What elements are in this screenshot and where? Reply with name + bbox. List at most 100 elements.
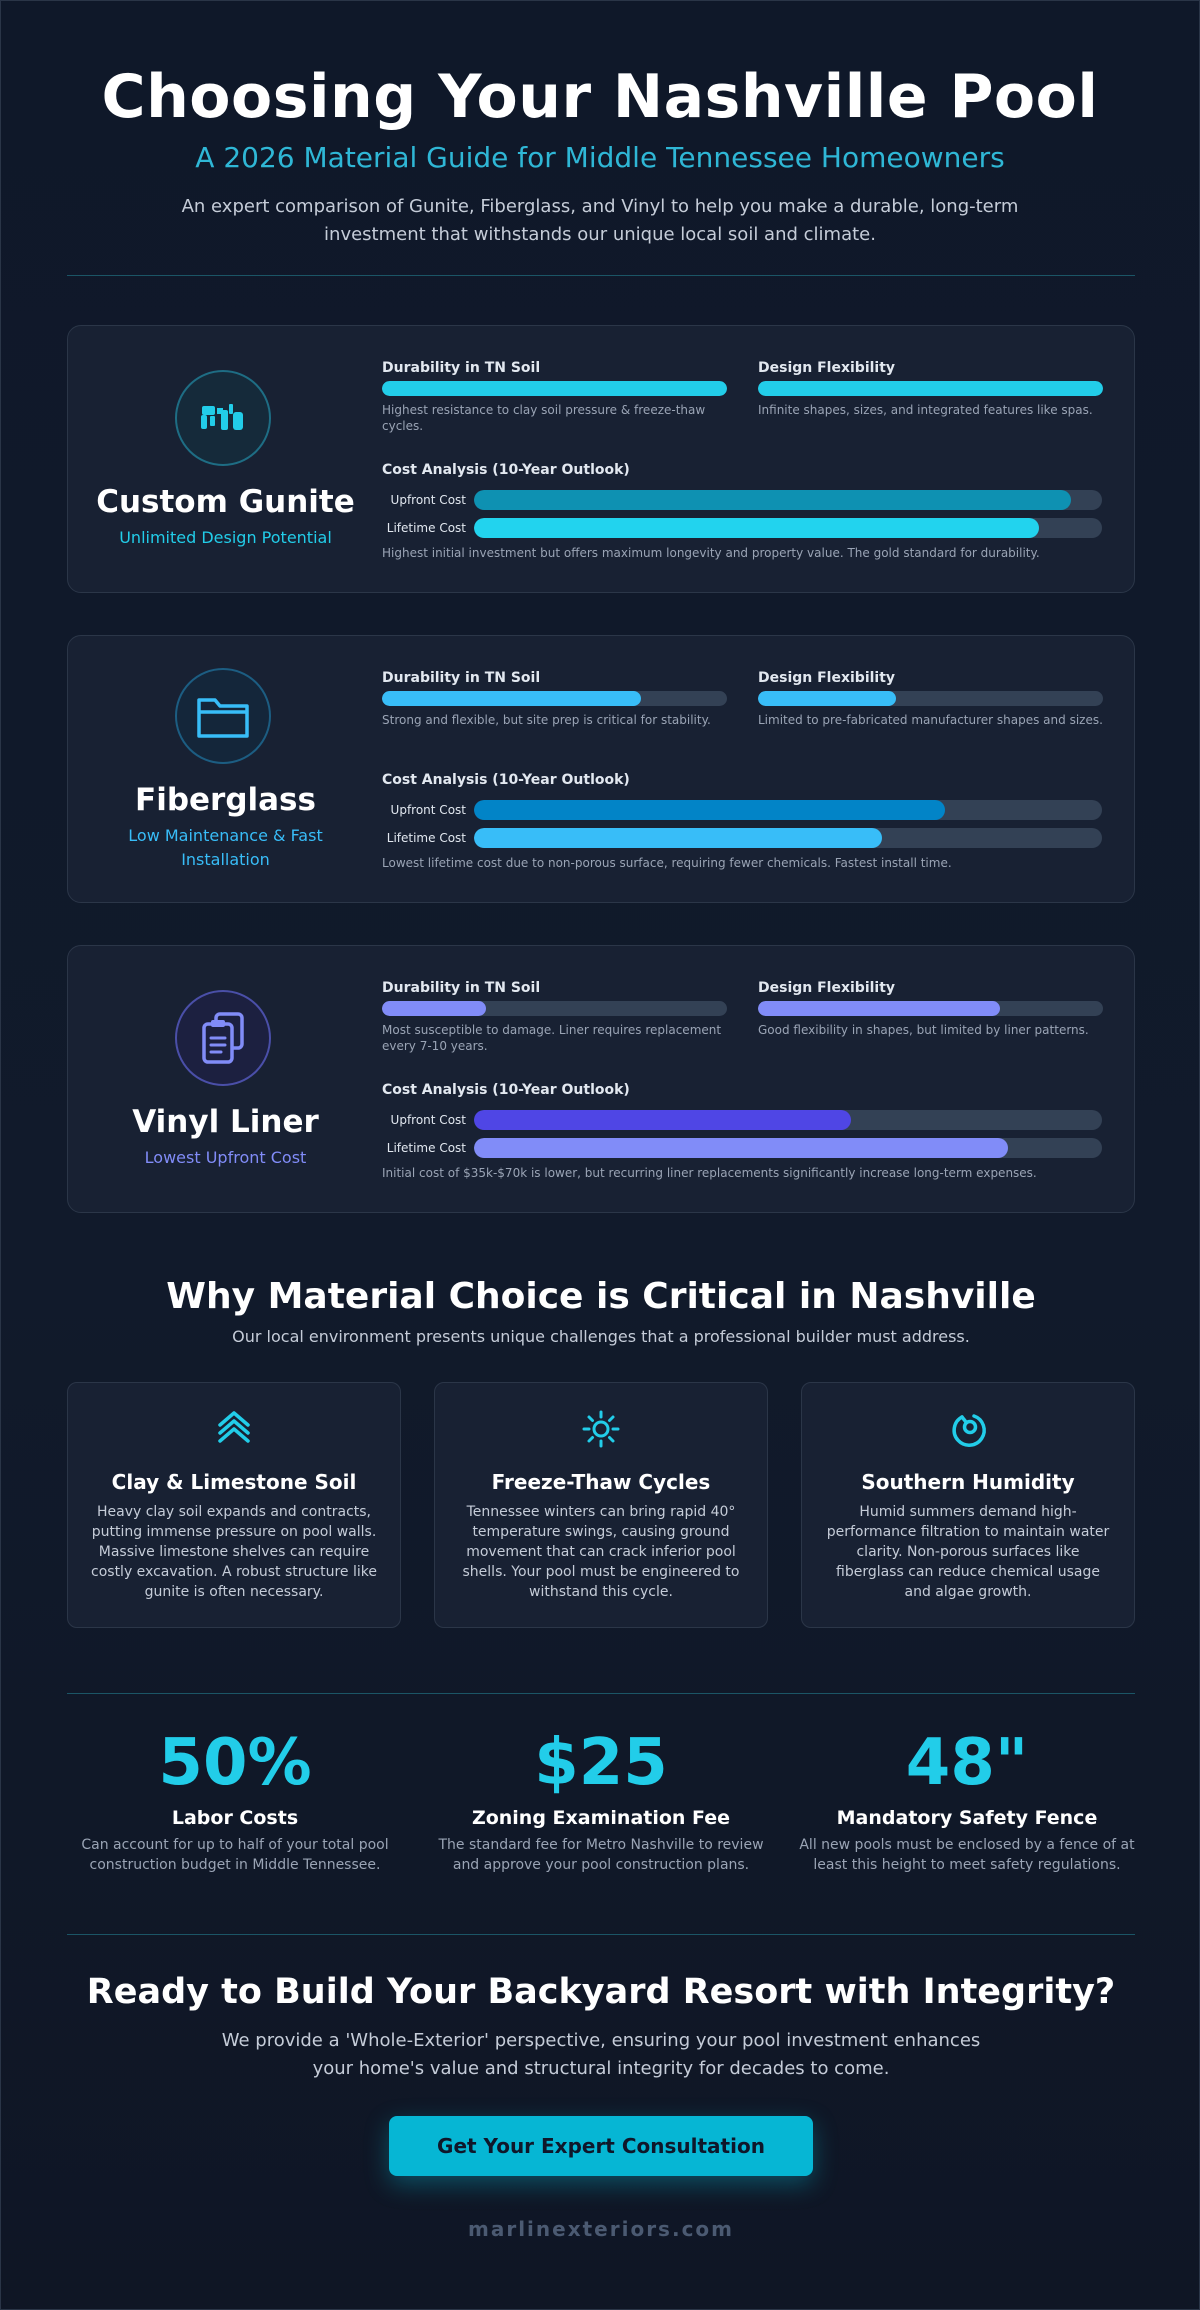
upfront-cost-bar — [474, 490, 1102, 510]
durability-fill — [382, 381, 727, 396]
page-subtitle: A 2026 Material Guide for Middle Tenness… — [195, 141, 1005, 174]
durability-bar — [382, 1001, 727, 1016]
metric-label: Design Flexibility — [758, 360, 896, 376]
stat-value: 48" — [905, 1726, 1029, 1800]
factor-text: Tennessee winters can bring rapid 40° te… — [462, 1504, 740, 1600]
cost-label: Lifetime Cost — [386, 831, 466, 845]
flexibility-bar — [758, 691, 1103, 706]
stat-safety-fence: 48" Mandatory Safety Fence All new pools… — [795, 1723, 1139, 1875]
footer-site[interactable]: marlinexteriors.com — [468, 2217, 734, 2241]
lifetime-cost-bar — [474, 518, 1102, 538]
factor-text: Humid summers demand high-performance fi… — [826, 1504, 1110, 1600]
material-card-vinyl: Vinyl Liner Lowest Upfront Cost Durabili… — [67, 945, 1135, 1213]
cost-label: Lifetime Cost — [386, 1141, 466, 1155]
upfront-cost-row: Upfront Cost — [382, 1110, 1102, 1130]
cost-note: Highest initial investment but offers ma… — [382, 546, 1040, 560]
cost-label: Upfront Cost — [390, 1113, 466, 1127]
why-section-title: Why Material Choice is Critical in Nashv… — [166, 1276, 1036, 1317]
flexibility-fill — [758, 1001, 1000, 1016]
material-name: Fiberglass — [135, 782, 316, 818]
durability-bar — [382, 381, 727, 396]
cost-analysis-title: Cost Analysis (10-Year Outlook) — [382, 1082, 630, 1098]
upfront-cost-bar — [474, 800, 1102, 820]
material-summary: Vinyl Liner Lowest Upfront Cost — [68, 946, 383, 1212]
flexibility-metric: Design Flexibility Good flexibility in s… — [758, 980, 1103, 1038]
lifetime-cost-fill — [474, 1138, 1008, 1158]
upfront-cost-row: Upfront Cost — [382, 800, 1102, 820]
flexibility-fill — [758, 381, 1103, 396]
durability-metric: Durability in TN Soil Highest resistance… — [382, 360, 727, 434]
material-name: Custom Gunite — [96, 484, 355, 520]
metric-label: Design Flexibility — [758, 670, 896, 686]
factor-card-soil: Clay & Limestone Soil Heavy clay soil ex… — [67, 1382, 401, 1628]
lifetime-cost-fill — [474, 828, 883, 848]
flexibility-bar — [758, 381, 1103, 396]
stat-description: Can account for up to half of your total… — [81, 1837, 389, 1873]
metric-description: Limited to pre-fabricated manufacturer s… — [758, 713, 1103, 727]
durability-fill — [382, 1001, 486, 1016]
material-tagline: Low Maintenance & Fast Installation — [128, 826, 323, 869]
metric-description: Strong and flexible, but site prep is cr… — [382, 713, 711, 727]
lifetime-cost-bar — [474, 828, 1102, 848]
durability-metric: Durability in TN Soil Strong and flexibl… — [382, 670, 727, 728]
lifetime-cost-bar — [474, 1138, 1102, 1158]
stat-labor-costs: 50% Labor Costs Can account for up to ha… — [63, 1723, 407, 1875]
stat-value: $25 — [534, 1726, 668, 1800]
material-card-gunite: Custom Gunite Unlimited Design Potential… — [67, 325, 1135, 593]
cost-analysis-title: Cost Analysis (10-Year Outlook) — [382, 772, 630, 788]
why-section-subtitle: Our local environment presents unique ch… — [232, 1327, 970, 1346]
metric-label: Design Flexibility — [758, 980, 896, 996]
material-summary: Fiberglass Low Maintenance & Fast Instal… — [68, 636, 383, 902]
metric-label: Durability in TN Soil — [382, 360, 541, 376]
upfront-cost-fill — [474, 800, 945, 820]
metric-label: Durability in TN Soil — [382, 670, 541, 686]
flexibility-metric: Design Flexibility Limited to pre-fabric… — [758, 670, 1103, 728]
factor-card-freeze-thaw: Freeze-Thaw Cycles Tennessee winters can… — [434, 1382, 768, 1628]
factor-title: Clay & Limestone Soil — [111, 1470, 357, 1494]
stat-zoning-fee: $25 Zoning Examination Fee The standard … — [429, 1723, 773, 1875]
lifetime-cost-row: Lifetime Cost — [382, 518, 1102, 538]
metric-description: Infinite shapes, sizes, and integrated f… — [758, 403, 1093, 417]
cost-analysis-title: Cost Analysis (10-Year Outlook) — [382, 462, 630, 478]
cost-label: Upfront Cost — [390, 803, 466, 817]
stat-label: Labor Costs — [171, 1807, 299, 1829]
lifetime-cost-row: Lifetime Cost — [382, 828, 1102, 848]
divider — [67, 1693, 1135, 1694]
cta-title: Ready to Build Your Backyard Resort with… — [86, 1972, 1116, 2012]
lifetime-cost-fill — [474, 518, 1040, 538]
stat-value: 50% — [158, 1726, 312, 1800]
factor-text: Heavy clay soil expands and contracts, p… — [91, 1504, 377, 1600]
clipboard-icon — [175, 990, 271, 1086]
stat-label: Zoning Examination Fee — [471, 1807, 731, 1829]
page-intro: An expert comparison of Gunite, Fibergla… — [181, 196, 1019, 245]
page-header: Choosing Your Nashville Pool A 2026 Mate… — [1, 1, 1199, 249]
durability-bar — [382, 691, 727, 706]
metric-description: Most susceptible to damage. Liner requir… — [382, 1023, 722, 1053]
factor-title: Southern Humidity — [861, 1470, 1075, 1494]
flexibility-metric: Design Flexibility Infinite shapes, size… — [758, 360, 1103, 418]
metric-description: Good flexibility in shapes, but limited … — [758, 1023, 1089, 1037]
cost-note: Initial cost of $35k-$70k is lower, but … — [382, 1166, 1037, 1180]
material-summary: Custom Gunite Unlimited Design Potential — [68, 326, 383, 592]
material-tagline: Lowest Upfront Cost — [144, 1148, 307, 1167]
gunite-icon — [175, 370, 271, 466]
upfront-cost-fill — [474, 490, 1071, 510]
divider — [67, 1934, 1135, 1935]
stat-label: Mandatory Safety Fence — [836, 1807, 1098, 1829]
layers-chevron-icon — [68, 1409, 400, 1449]
durability-fill — [382, 691, 641, 706]
cost-label: Lifetime Cost — [386, 521, 466, 535]
consultation-button[interactable]: Get Your Expert Consultation — [389, 2116, 813, 2176]
stat-description: All new pools must be enclosed by a fenc… — [799, 1837, 1135, 1873]
metric-label: Durability in TN Soil — [382, 980, 541, 996]
flexibility-fill — [758, 691, 896, 706]
page-title: Choosing Your Nashville Pool — [101, 62, 1099, 132]
folder-icon — [175, 668, 271, 764]
cost-note: Lowest lifetime cost due to non-porous s… — [382, 856, 952, 870]
material-name: Vinyl Liner — [132, 1104, 319, 1140]
factor-card-humidity: Southern Humidity Humid summers demand h… — [801, 1382, 1135, 1628]
upfront-cost-fill — [474, 1110, 851, 1130]
factor-title: Freeze-Thaw Cycles — [491, 1470, 711, 1494]
divider — [67, 275, 1135, 276]
